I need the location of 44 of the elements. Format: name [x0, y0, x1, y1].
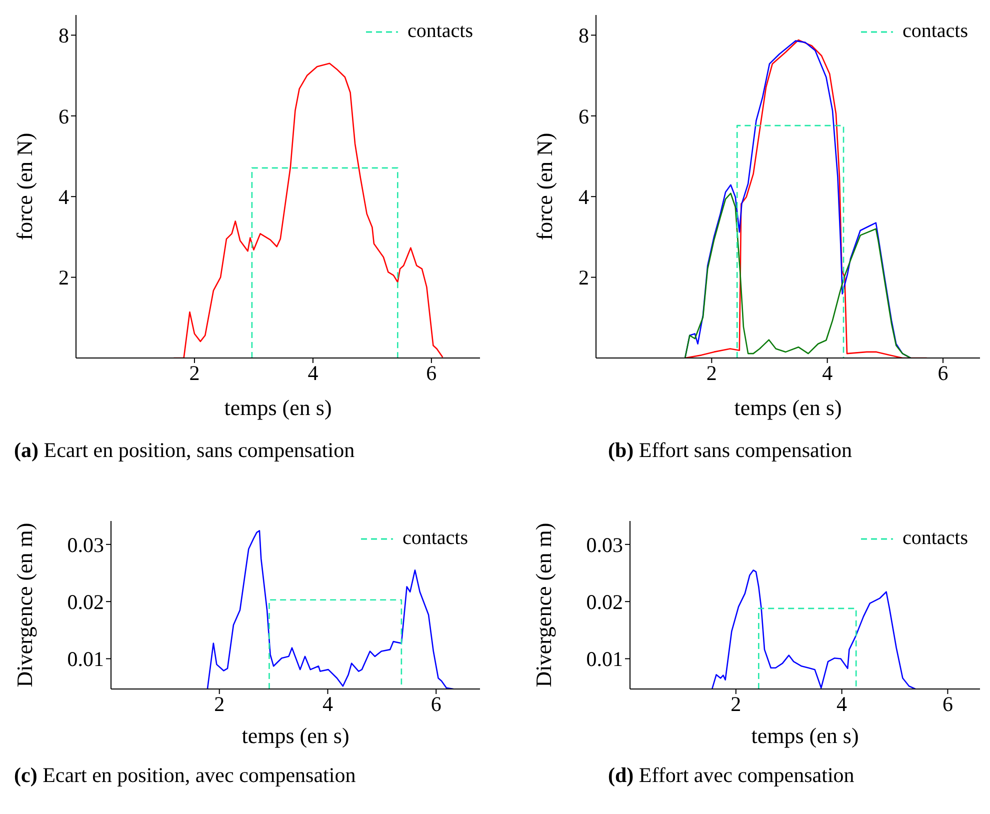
x-tick-label: 6: [426, 360, 437, 385]
y-tick-label: 4: [58, 185, 70, 210]
x-tick-label: 2: [730, 692, 742, 716]
y-axis-title: force (en N): [532, 132, 557, 240]
x-tick-label: 6: [938, 360, 948, 385]
text: (a) Ecart en position, sans compensation: [14, 437, 356, 464]
x-tick-label: 4: [822, 360, 834, 385]
legend-label: contacts: [902, 527, 968, 550]
y-tick-label: 6: [58, 104, 69, 128]
y-tick-label: 2: [58, 266, 69, 290]
y-tick-label: 4: [578, 185, 590, 210]
x-tick-label: 2: [214, 692, 225, 716]
legend-label: contacts: [402, 527, 468, 550]
text: (c) Ecart en position, avec compensation: [14, 762, 357, 789]
y-tick-label: 0.01: [67, 647, 104, 672]
legend-label: contacts: [902, 20, 968, 43]
x-axis-title: temps (en s): [751, 723, 859, 748]
x-axis-title: temps (en s): [734, 395, 842, 420]
y-axis-title: Divergence (en m): [530, 522, 556, 688]
x-axis-title: temps (en s): [224, 395, 332, 420]
y-tick-label: 6: [578, 104, 589, 128]
x-tick-label: 6: [942, 692, 953, 716]
y-tick-label: 0.02: [586, 590, 623, 614]
x-tick-label: 4: [322, 692, 334, 716]
y-tick-label: 0.02: [67, 590, 104, 614]
x-tick-label: 4: [836, 692, 848, 716]
text: (b) Effort sans compensation: [608, 437, 853, 464]
y-axis-title: force (en N): [12, 132, 37, 240]
line-series: [711, 569, 916, 689]
text: (d) Effort avec compensation: [608, 762, 856, 789]
y-tick-label: 8: [58, 24, 69, 48]
y-tick-label: 0.01: [586, 647, 623, 672]
x-tick-label: 4: [308, 360, 319, 385]
y-tick-label: 8: [578, 24, 589, 48]
y-tick-label: 0.03: [586, 532, 623, 557]
y-tick-label: 0.03: [67, 532, 104, 557]
x-tick-label: 2: [189, 360, 200, 385]
x-tick-label: 2: [706, 360, 717, 385]
legend-label: contacts: [407, 20, 473, 43]
x-axis-title: temps (en s): [242, 723, 350, 748]
line-series: [684, 192, 912, 358]
y-tick-label: 2: [578, 266, 589, 290]
y-axis-title: Divergence (en m): [12, 522, 37, 688]
x-tick-label: 6: [430, 692, 442, 716]
